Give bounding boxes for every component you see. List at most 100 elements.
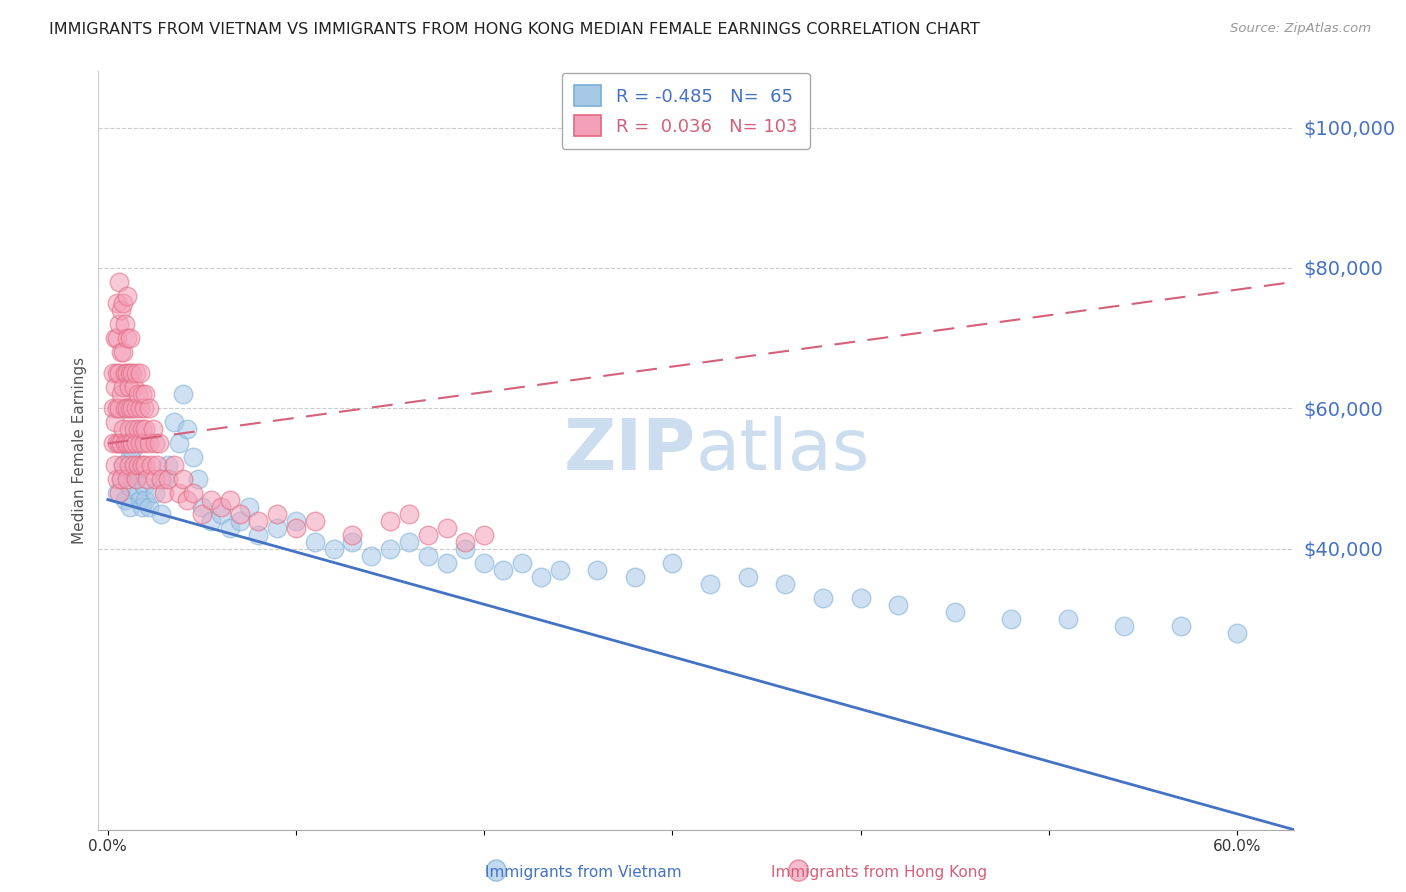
Point xyxy=(219,492,242,507)
Text: Immigrants from Hong Kong: Immigrants from Hong Kong xyxy=(770,865,987,880)
Point xyxy=(322,541,344,556)
Text: IMMIGRANTS FROM VIETNAM VS IMMIGRANTS FROM HONG KONG MEDIAN FEMALE EARNINGS CORR: IMMIGRANTS FROM VIETNAM VS IMMIGRANTS FR… xyxy=(49,22,980,37)
Point xyxy=(108,275,131,289)
Point xyxy=(342,534,364,549)
Point xyxy=(110,436,132,450)
Point xyxy=(623,570,645,584)
Point xyxy=(163,458,186,472)
Point xyxy=(138,401,160,416)
Point xyxy=(661,556,683,570)
Point xyxy=(114,366,136,380)
Point xyxy=(176,492,198,507)
Point xyxy=(1056,612,1078,626)
Point xyxy=(378,541,401,556)
Point xyxy=(416,527,439,541)
Point xyxy=(209,507,232,521)
Point xyxy=(117,458,139,472)
Point xyxy=(110,303,132,318)
Point xyxy=(125,471,148,485)
Point xyxy=(103,366,125,380)
Point xyxy=(134,422,156,436)
Point xyxy=(943,605,966,619)
Point xyxy=(492,563,515,577)
Point xyxy=(472,556,495,570)
Point xyxy=(360,549,382,563)
Point xyxy=(122,465,145,479)
Point xyxy=(125,436,148,450)
Point xyxy=(122,380,145,394)
Point xyxy=(125,471,148,485)
Point xyxy=(266,521,288,535)
Point xyxy=(699,577,721,591)
Text: Source: ZipAtlas.com: Source: ZipAtlas.com xyxy=(1230,22,1371,36)
Point xyxy=(105,436,128,450)
Point xyxy=(125,366,148,380)
Point xyxy=(105,366,128,380)
Point xyxy=(887,598,910,612)
Point xyxy=(128,401,150,416)
Point xyxy=(285,514,308,528)
Point xyxy=(127,458,149,472)
Point xyxy=(121,443,143,458)
Point xyxy=(1114,619,1136,633)
Point xyxy=(108,401,131,416)
Point xyxy=(110,471,132,485)
Point xyxy=(149,507,172,521)
Point xyxy=(108,436,131,450)
Point xyxy=(117,422,139,436)
Point xyxy=(548,563,571,577)
Point xyxy=(134,387,156,401)
Point xyxy=(131,500,153,514)
Point xyxy=(153,485,176,500)
Point xyxy=(110,387,132,401)
Point xyxy=(122,458,145,472)
Point xyxy=(105,471,128,485)
Legend: R = -0.485   N=  65, R =  0.036   N= 103: R = -0.485 N= 65, R = 0.036 N= 103 xyxy=(561,73,810,149)
Point xyxy=(398,507,420,521)
Point xyxy=(120,450,142,465)
Point xyxy=(510,556,533,570)
Point xyxy=(191,500,214,514)
Point xyxy=(436,521,458,535)
Point xyxy=(181,485,204,500)
Text: ZIP: ZIP xyxy=(564,416,696,485)
Point xyxy=(436,556,458,570)
Point xyxy=(105,401,128,416)
Text: atlas: atlas xyxy=(696,416,870,485)
Point xyxy=(138,500,160,514)
Point xyxy=(104,458,127,472)
Point xyxy=(176,422,198,436)
Point xyxy=(111,422,134,436)
Point xyxy=(131,458,153,472)
Point xyxy=(120,366,142,380)
Point xyxy=(143,436,166,450)
Point xyxy=(103,436,125,450)
Point xyxy=(149,471,172,485)
Point xyxy=(169,485,191,500)
Point xyxy=(105,485,128,500)
Point xyxy=(153,471,176,485)
Point xyxy=(219,521,242,535)
Point xyxy=(117,478,139,492)
Point xyxy=(304,534,326,549)
Point xyxy=(136,471,159,485)
Point xyxy=(114,401,136,416)
Point xyxy=(110,345,132,359)
Point xyxy=(247,527,270,541)
Point xyxy=(117,380,139,394)
Point xyxy=(145,458,167,472)
Point xyxy=(103,401,125,416)
Point xyxy=(131,422,153,436)
Point xyxy=(737,570,759,584)
Point xyxy=(586,563,609,577)
Point xyxy=(138,436,160,450)
Point xyxy=(104,416,127,430)
Point xyxy=(139,458,162,472)
Point xyxy=(143,485,166,500)
Point xyxy=(120,436,142,450)
Point xyxy=(148,436,170,450)
Point xyxy=(775,577,797,591)
Point xyxy=(1000,612,1022,626)
Point xyxy=(125,401,148,416)
Point xyxy=(128,366,150,380)
